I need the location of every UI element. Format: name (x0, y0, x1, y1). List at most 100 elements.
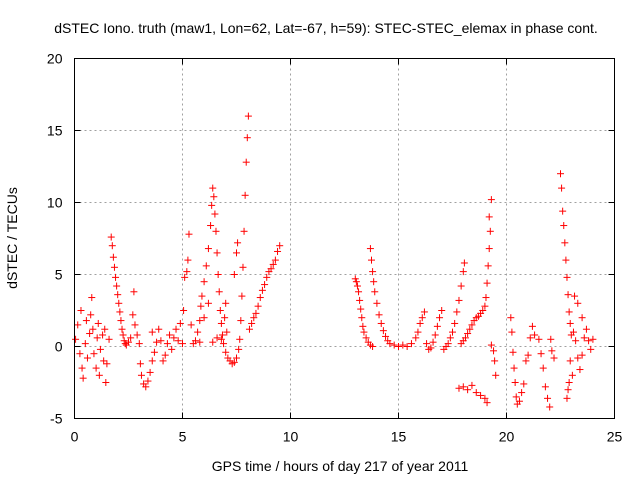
data-point (566, 319, 574, 327)
data-point (574, 299, 582, 307)
data-point (366, 245, 374, 253)
data-point (137, 371, 145, 379)
data-point (412, 334, 420, 342)
data-point (557, 170, 564, 178)
data-point (222, 348, 230, 356)
data-point (234, 239, 242, 247)
data-point (472, 389, 480, 397)
data-point (163, 340, 171, 348)
data-point (114, 291, 122, 299)
data-point (359, 322, 367, 330)
data-point (136, 360, 144, 368)
data-point (491, 357, 499, 365)
data-point (236, 335, 244, 343)
data-point (103, 360, 111, 368)
data-point (209, 338, 217, 346)
data-point (274, 247, 282, 255)
data-point (466, 325, 474, 333)
data-point (211, 210, 219, 218)
data-point (233, 249, 240, 257)
data-point (407, 340, 415, 348)
data-point (481, 394, 489, 402)
data-point (356, 296, 364, 304)
data-point (423, 340, 431, 348)
data-point (235, 345, 243, 353)
data-point (487, 196, 495, 204)
data-point (477, 391, 485, 399)
data-point (130, 288, 138, 296)
data-point (353, 282, 361, 290)
data-point (105, 335, 113, 343)
data-point (180, 307, 188, 314)
data-point (217, 335, 225, 343)
data-point (119, 331, 127, 339)
data-point (390, 341, 398, 349)
data-point (146, 368, 154, 376)
data-point (563, 273, 571, 281)
data-point (459, 383, 467, 391)
data-point (520, 380, 528, 388)
data-point (479, 307, 487, 314)
data-point (427, 344, 435, 352)
data-point (414, 328, 422, 336)
data-point (153, 338, 161, 346)
data-point (250, 314, 258, 322)
data-point (418, 314, 426, 322)
data-point (468, 381, 476, 389)
data-point (559, 207, 567, 215)
data-point (464, 330, 472, 338)
data-point (240, 227, 248, 235)
data-point (377, 319, 385, 327)
data-point (485, 245, 493, 253)
data-point (170, 334, 178, 342)
data-point (107, 233, 115, 241)
data-point (574, 354, 582, 362)
data-point (453, 308, 461, 316)
data-point (200, 278, 208, 286)
data-point (221, 314, 229, 322)
data-point (95, 371, 103, 379)
data-point (481, 302, 489, 310)
x-tick-label: 15 (391, 429, 407, 445)
data-point (585, 337, 593, 345)
data-point (116, 308, 124, 316)
data-point (528, 322, 536, 330)
data-point (510, 364, 518, 372)
data-point (252, 309, 260, 317)
data-point (468, 321, 476, 329)
data-point (371, 288, 379, 296)
data-point (172, 325, 180, 333)
data-point (459, 268, 467, 276)
data-point (210, 193, 218, 201)
data-point (148, 357, 156, 365)
data-point (560, 222, 568, 230)
data-point (248, 319, 256, 327)
data-point (241, 191, 249, 199)
data-point (382, 332, 390, 340)
data-point (269, 260, 277, 268)
data-point (569, 328, 577, 336)
data-point (271, 256, 279, 264)
data-point (369, 343, 377, 350)
data-point (215, 288, 223, 296)
data-point (360, 328, 368, 336)
data-point (102, 379, 110, 386)
data-point (223, 328, 231, 336)
data-point (96, 345, 104, 353)
data-point (535, 335, 543, 343)
data-point (508, 328, 516, 336)
data-point (196, 338, 204, 346)
data-point (446, 334, 454, 342)
y-axis-label: dSTEC / TECUs (4, 187, 20, 289)
data-point (487, 341, 495, 349)
data-point (214, 271, 222, 278)
data-point (204, 245, 212, 253)
data-point (157, 337, 165, 345)
data-point (576, 366, 584, 374)
data-point (213, 334, 221, 342)
data-point (110, 263, 118, 271)
data-point (587, 345, 595, 353)
data-point (433, 322, 441, 330)
data-point (197, 302, 205, 310)
